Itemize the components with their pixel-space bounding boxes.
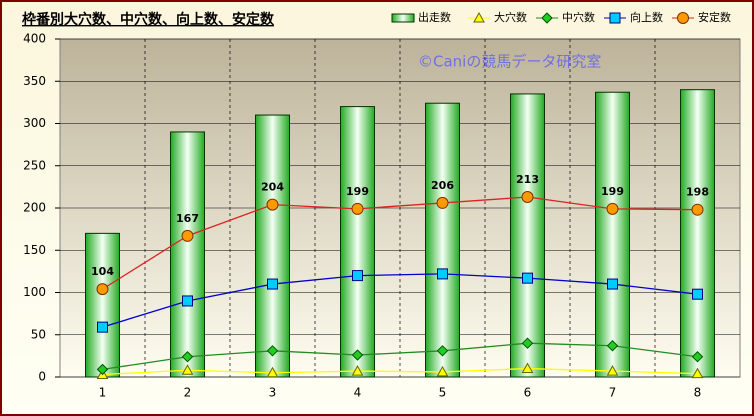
marker xyxy=(436,365,449,377)
line xyxy=(102,367,698,376)
marker xyxy=(436,345,449,357)
legend-label: 向上数 xyxy=(630,10,663,24)
marker xyxy=(96,283,109,296)
data-label: 167 xyxy=(176,212,199,225)
marker xyxy=(521,362,534,374)
bar xyxy=(170,131,205,378)
bar xyxy=(680,89,715,378)
y-tick-label: 50 xyxy=(31,327,46,341)
chart-title: 枠番別大穴数、中穴数、向上数、安定数 xyxy=(22,11,275,28)
marker xyxy=(521,337,534,349)
line xyxy=(102,273,698,328)
marker xyxy=(607,278,618,290)
y-tick-label: 350 xyxy=(23,74,46,88)
marker xyxy=(609,12,621,24)
bar xyxy=(425,102,460,378)
marker xyxy=(521,191,534,204)
y-tick-label: 300 xyxy=(23,116,46,130)
marker xyxy=(691,367,704,379)
marker xyxy=(606,340,619,352)
marker xyxy=(541,12,553,24)
y-tick-label: 150 xyxy=(23,243,46,257)
data-label: 198 xyxy=(686,186,709,199)
x-tick-label: 7 xyxy=(609,386,617,400)
marker xyxy=(351,365,364,376)
data-label: 104 xyxy=(91,265,114,278)
marker xyxy=(606,365,619,376)
x-tick-label: 1 xyxy=(99,386,107,400)
data-label: 213 xyxy=(516,173,539,186)
marker xyxy=(182,295,193,307)
x-tick-label: 2 xyxy=(184,386,192,400)
marker xyxy=(351,349,364,361)
y-tick-label: 400 xyxy=(23,32,46,46)
marker xyxy=(677,12,689,24)
marker xyxy=(181,229,194,242)
line xyxy=(102,342,698,371)
bar xyxy=(595,91,630,378)
marker xyxy=(691,203,704,216)
x-tick-label: 8 xyxy=(694,386,702,400)
marker xyxy=(266,366,279,378)
x-tick-label: 5 xyxy=(439,386,447,400)
marker xyxy=(691,351,704,363)
legend-label: 安定数 xyxy=(698,10,731,24)
data-label: 199 xyxy=(601,185,624,198)
marker xyxy=(181,351,194,363)
marker xyxy=(352,270,363,282)
bar xyxy=(510,93,545,378)
bar xyxy=(340,106,375,378)
watermark: ©Caniの競馬データ研究室 xyxy=(418,53,601,71)
data-label: 204 xyxy=(261,181,284,194)
bar xyxy=(255,114,290,378)
y-tick-label: 0 xyxy=(38,370,46,384)
legend-label: 中穴数 xyxy=(562,10,595,24)
marker xyxy=(436,196,449,209)
data-label: 199 xyxy=(346,185,369,198)
legend-swatch xyxy=(391,13,415,23)
marker xyxy=(181,364,194,375)
data-label: 206 xyxy=(431,179,454,192)
marker xyxy=(351,202,364,215)
marker xyxy=(266,198,279,211)
marker xyxy=(522,272,533,284)
marker xyxy=(267,278,278,290)
y-tick-label: 100 xyxy=(23,285,46,299)
marker xyxy=(473,11,485,23)
marker xyxy=(606,202,619,215)
x-tick-label: 3 xyxy=(269,386,277,400)
x-tick-label: 4 xyxy=(354,386,362,400)
marker xyxy=(266,345,279,357)
marker xyxy=(96,363,109,376)
marker xyxy=(692,288,703,300)
x-tick-label: 6 xyxy=(524,386,532,400)
y-tick-label: 250 xyxy=(23,158,46,172)
legend-label: 出走数 xyxy=(418,10,451,24)
legend-label: 大穴数 xyxy=(494,10,527,24)
line xyxy=(102,196,698,290)
y-tick-label: 200 xyxy=(23,201,46,215)
marker xyxy=(437,268,448,280)
marker xyxy=(97,321,108,333)
bar xyxy=(85,232,120,378)
